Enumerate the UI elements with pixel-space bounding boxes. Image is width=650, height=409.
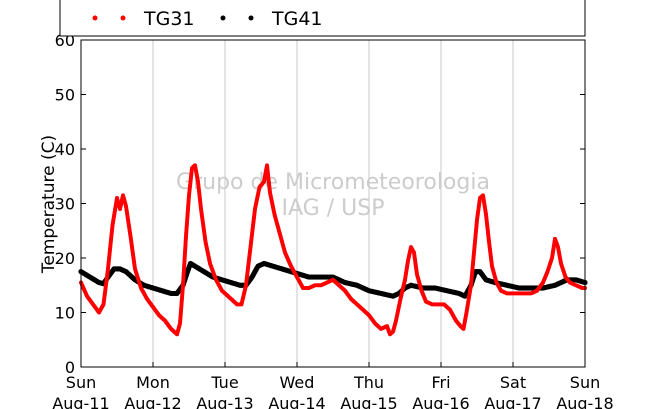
- legend-marker-tg41: [248, 15, 254, 21]
- x-tick-date: Aug-13: [196, 394, 253, 409]
- legend-marker-tg31: [92, 15, 98, 21]
- series-tg31: [79, 163, 587, 337]
- x-tick-day: Tue: [210, 373, 238, 392]
- x-tick-date: Aug-16: [412, 394, 469, 409]
- x-tick-date: Aug-11: [52, 394, 109, 409]
- y-tick-label: 30: [55, 195, 75, 214]
- legend-marker-tg31: [120, 15, 126, 21]
- legend-marker-tg41: [220, 15, 226, 21]
- x-tick-day: Sun: [66, 373, 96, 392]
- x-tick-day: Thu: [353, 373, 384, 392]
- y-tick-label: 40: [55, 140, 75, 159]
- legend: TG31 TG41: [59, 0, 586, 37]
- y-tick-label: 50: [55, 86, 75, 105]
- x-tick-day: Wed: [280, 373, 315, 392]
- x-tick-day: Mon: [136, 373, 170, 392]
- legend-box: [59, 0, 586, 37]
- vertical-grid: [152, 40, 514, 367]
- x-tick-date: Aug-15: [340, 394, 397, 409]
- watermark-line-1: Grupo de Micrometeorologia: [176, 170, 490, 195]
- y-tick-label: 20: [55, 249, 75, 268]
- x-tick-day: Sun: [570, 373, 600, 392]
- x-tick-day: Sat: [500, 373, 526, 392]
- x-tick-date: Aug-12: [124, 394, 181, 409]
- x-tick-day: Fri: [431, 373, 450, 392]
- x-tick-date: Aug-18: [556, 394, 613, 409]
- watermark-line-2: IAG / USP: [282, 196, 385, 221]
- legend-label-tg31: TG31: [143, 8, 195, 30]
- y-tick-label: 0: [65, 358, 75, 377]
- watermark: Grupo de Micrometeorologia IAG / USP: [176, 170, 490, 221]
- legend-label-tg41: TG41: [271, 8, 323, 30]
- x-axis: Sun Aug-11 Mon Aug-12 Tue Aug-13 Wed Aug-14 Thu A…: [52, 362, 614, 409]
- y-tick-label: 10: [55, 304, 75, 323]
- x-tick-date: Aug-14: [268, 394, 325, 409]
- x-tick-date: Aug-17: [484, 394, 541, 409]
- y-axis-label: Temperature (C): [39, 135, 59, 274]
